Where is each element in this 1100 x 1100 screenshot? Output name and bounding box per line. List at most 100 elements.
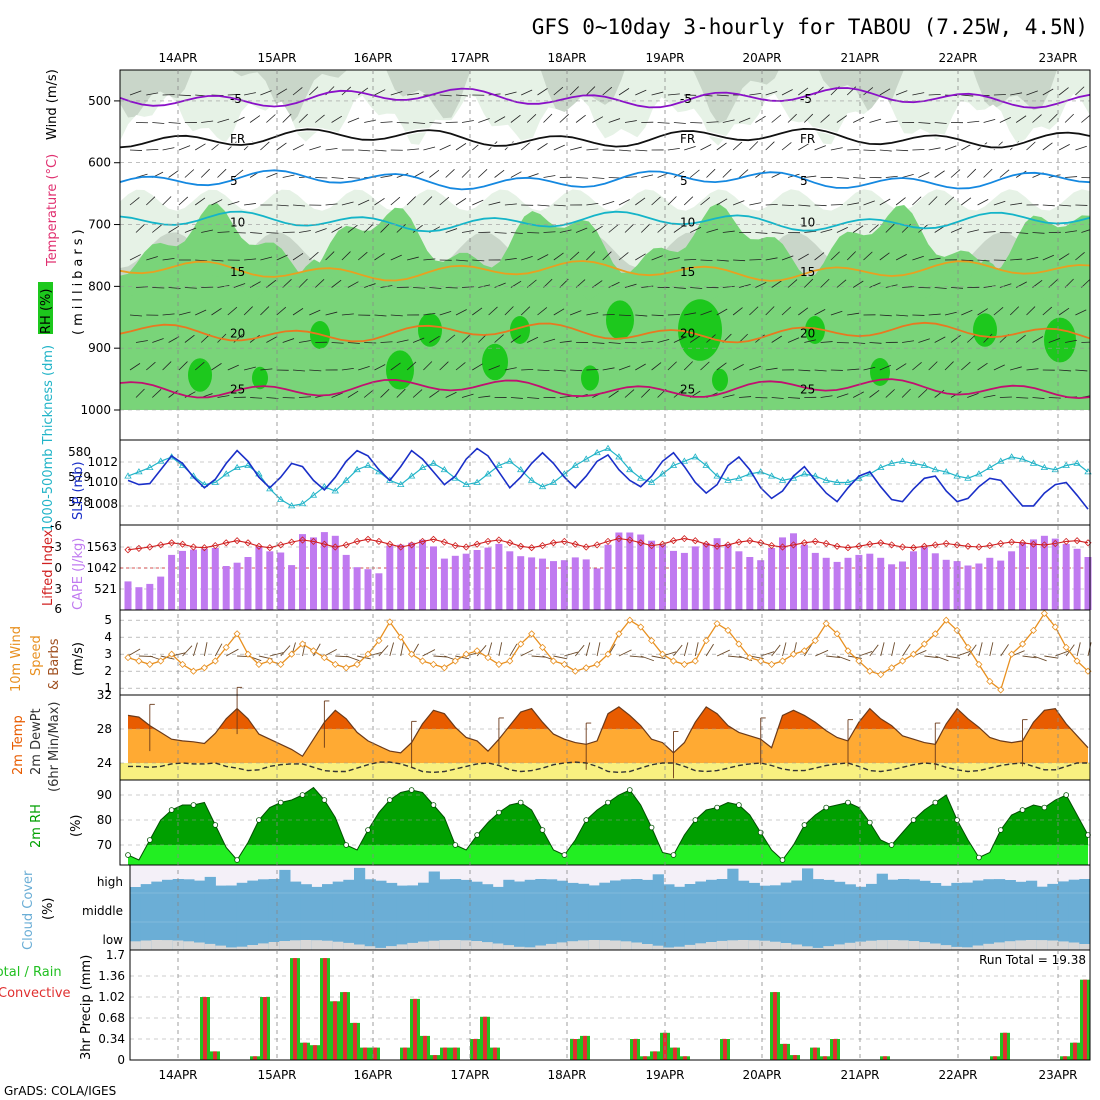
ua-wind-barb [178, 196, 189, 206]
ua-wind-barb [1092, 148, 1100, 150]
wind10m-speed-point [669, 657, 678, 665]
isotherm-label: 10 [680, 215, 695, 229]
ua-wind-barb [406, 361, 417, 371]
cloud-mid-low-bar [418, 893, 430, 950]
wind10m-barb [531, 655, 546, 658]
wind10m-speed-point [648, 637, 656, 645]
cape-yticks: -6 -3 0 3 6 1563 1042 521 [50, 519, 117, 616]
ua-wind-barb [1032, 114, 1042, 123]
ua-wind-barb [983, 168, 993, 178]
cloud-low-gap [151, 940, 163, 950]
rh-tick-label: 70 [97, 838, 112, 852]
ua-wind-barb [217, 118, 230, 123]
ua-wind-barb [266, 336, 278, 343]
ua-wind-barb [879, 364, 891, 371]
cloud-low-gap [844, 942, 856, 950]
cloud-mid-low-bar [215, 893, 227, 950]
rh-tick-label: 90 [97, 788, 112, 802]
isotherm-label: 15 [680, 265, 695, 279]
ua-wind-barb [455, 309, 467, 316]
cloud-low-gap [279, 941, 291, 950]
ua-wind-barb [592, 342, 605, 344]
ua-wind-barb [575, 227, 588, 233]
rh-point [997, 827, 1004, 833]
ua-wind-barb [276, 142, 287, 151]
thickness-point [822, 476, 830, 483]
cape-bar [986, 557, 994, 610]
ua-wind-barb [211, 308, 222, 316]
ua-wind-barb [586, 202, 599, 206]
cloud-high-bar [364, 879, 376, 893]
ua-wind-barb [1042, 306, 1053, 316]
cape-bar [604, 544, 612, 610]
ua-wind-barb [135, 388, 145, 398]
ua-wind-barb [667, 196, 677, 206]
cape-bar [211, 548, 219, 610]
cloud-low-gap [194, 942, 206, 950]
ua-wind-barb [738, 283, 751, 288]
cloud-mid-low-bar [706, 893, 718, 950]
ua-wind-barb [901, 388, 911, 398]
thickness-point [266, 485, 274, 492]
cloud-high-bar [994, 879, 1006, 893]
date-label-top: 22APR [938, 51, 977, 65]
lifted-index-point [822, 539, 830, 548]
ua-wind-barb [390, 254, 402, 261]
slp-tick-label: 1012 [87, 455, 118, 469]
cloud-low-gap [482, 942, 494, 950]
cloud-high-bar [780, 882, 792, 893]
ua-wind-barb [363, 389, 374, 398]
ua-wind-barb [885, 175, 898, 178]
lifted-index-point [789, 541, 798, 549]
thickness-tick-label: 579 [68, 470, 91, 484]
wind10m-barb [803, 643, 813, 657]
cloud-low-gap [460, 940, 472, 950]
cloud-high-bar [866, 883, 878, 893]
ua-wind-barb [364, 119, 377, 123]
lifted-index-point [844, 544, 852, 552]
ua-wind-barb [559, 229, 572, 233]
rh2m-points [125, 786, 1091, 863]
ua-wind-barb [1048, 113, 1058, 123]
ua-wind-barb [260, 90, 272, 96]
ua-wind-barb [771, 280, 782, 288]
ua-wind-barb [934, 170, 945, 178]
ua-wind-barb [553, 204, 566, 207]
ua-wind-barb [478, 284, 491, 288]
wind10m-speed-point [920, 640, 928, 648]
precip-convective-bar [1073, 1042, 1077, 1060]
ua-wind-barb [944, 311, 957, 316]
cloud-mid-low-bar [962, 893, 974, 950]
cloud-mid-low-bar [876, 893, 888, 950]
cape-bar [528, 557, 536, 610]
wind10m-speed-point [1062, 643, 1070, 651]
ua-wind-barb [325, 203, 338, 206]
ua-wind-barb [635, 197, 646, 206]
ua-wind-barb [407, 148, 420, 151]
ylabel-wind10m-1: 10m Wind [9, 626, 24, 692]
ua-wind-barb [836, 115, 847, 123]
rh-point [256, 817, 262, 823]
ua-wind-barb [706, 168, 716, 178]
ylabel-wind10m-3: & Barbs [47, 638, 62, 690]
ua-wind-barb [559, 340, 572, 343]
thickness-point [724, 476, 732, 483]
wind10m-speed-point [189, 667, 198, 675]
thickness-point [1018, 455, 1027, 462]
cloud-mid-low-bar [716, 893, 728, 950]
isotherm-label: -5 [230, 92, 242, 106]
ua-wind-barb [814, 204, 827, 207]
wind10m-speed-point [1040, 609, 1048, 617]
ua-wind-barb [363, 224, 374, 233]
lifted-index-point [658, 540, 667, 548]
cloud-low-gap [951, 946, 963, 950]
thickness-point [538, 482, 547, 490]
cloud-high-bar [247, 880, 259, 893]
isotherm-line [120, 321, 1090, 344]
rh-point [670, 852, 677, 858]
lifted-index-point [211, 542, 219, 550]
lifted-index-point [309, 537, 318, 545]
lifted-index-point [953, 541, 961, 549]
ua-wind-barb [331, 279, 342, 288]
precip-convective-bar [583, 1035, 587, 1060]
